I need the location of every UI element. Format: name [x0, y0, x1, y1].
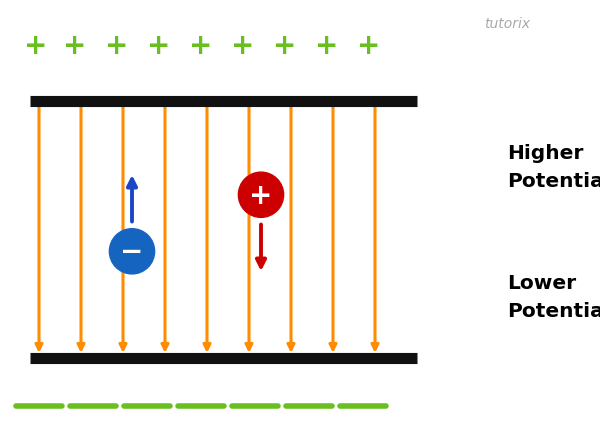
Text: −: −: [121, 238, 143, 266]
Text: Higher
Potential: Higher Potential: [507, 144, 600, 191]
Ellipse shape: [109, 229, 155, 274]
Text: +: +: [190, 32, 212, 59]
Text: +: +: [25, 32, 47, 59]
Text: +: +: [64, 32, 86, 59]
Text: +: +: [250, 181, 272, 209]
Text: +: +: [274, 32, 296, 59]
Ellipse shape: [238, 173, 284, 218]
Text: +: +: [232, 32, 254, 59]
Text: +: +: [358, 32, 380, 59]
Text: +: +: [316, 32, 338, 59]
Text: tutorix: tutorix: [484, 17, 530, 31]
Text: +: +: [148, 32, 170, 59]
Text: Lower
Potential: Lower Potential: [507, 274, 600, 321]
Text: +: +: [106, 32, 128, 59]
